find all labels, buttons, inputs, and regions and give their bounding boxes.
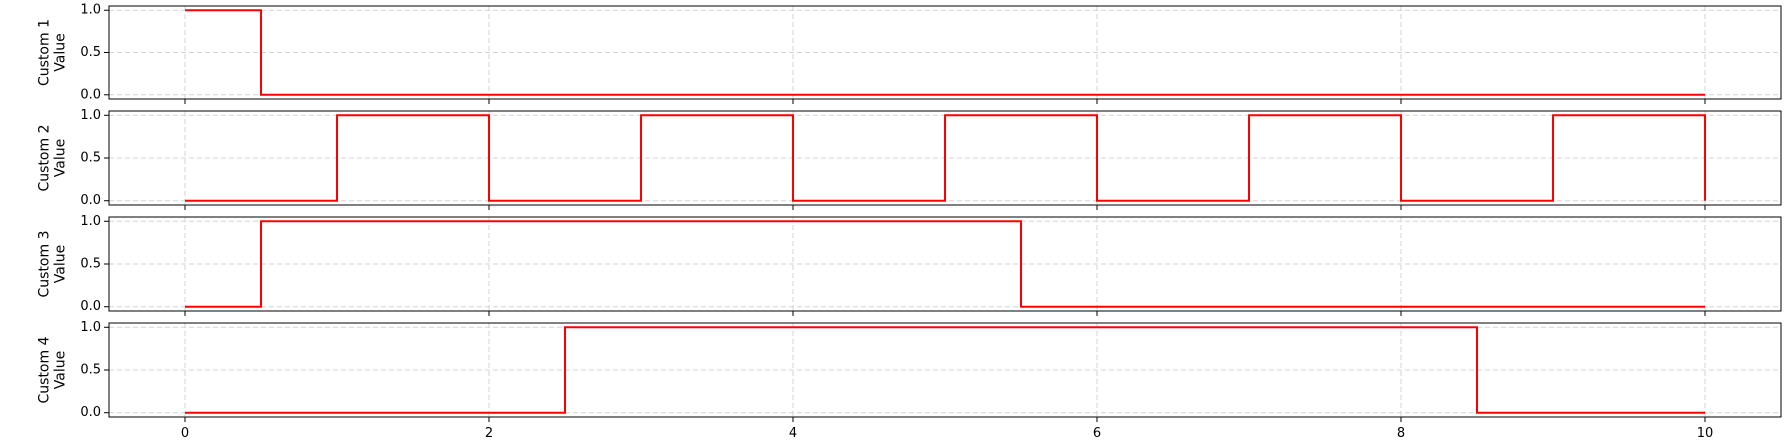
- y-axis-label-line: Value: [53, 351, 69, 389]
- y-axis-label: Custom 4Value: [37, 336, 69, 403]
- y-tick-label: 1.0: [80, 214, 101, 229]
- y-axis-label: Custom 2Value: [37, 125, 69, 192]
- chart-panel-2: 0.0 0.5 1.0 Custom 2Value: [37, 108, 1782, 210]
- y-tick-label: 0.0: [80, 299, 101, 314]
- signal-line: [185, 220, 1705, 308]
- x-tick-label: 0: [181, 426, 189, 441]
- chart-panel-1: 0.0 0.5 1.0 Custom 1Value: [37, 3, 1782, 104]
- y-tick-label: 1.0: [80, 3, 101, 18]
- chart-panel-4: 0.0 0.5 1.0 0 2 4 6 8 10 Custom 4Value: [37, 320, 1782, 441]
- x-tick-label: 4: [789, 426, 797, 441]
- y-axis-label-line: Custom 4: [37, 336, 53, 403]
- x-tick-label: 10: [1697, 426, 1714, 441]
- y-axis-label: Custom 3Value: [37, 231, 69, 298]
- y-tick-label: 0.5: [80, 151, 101, 166]
- y-axis-label-line: Value: [53, 245, 69, 283]
- y-tick-label: 0.5: [80, 45, 101, 60]
- y-axis-label-line: Value: [53, 139, 69, 177]
- y-axis-label-line: Custom 1: [37, 19, 53, 86]
- signal-line: [185, 114, 1706, 202]
- y-axis-label-line: Custom 3: [37, 231, 53, 298]
- x-tick-label: 2: [485, 426, 493, 441]
- y-tick-label: 0.0: [80, 405, 101, 420]
- y-tick-label: 1.0: [80, 320, 101, 335]
- x-tick-label: 6: [1093, 426, 1101, 441]
- x-tick-label: 8: [1397, 426, 1405, 441]
- signal-line: [185, 9, 1705, 96]
- y-axis-label-line: Value: [53, 33, 69, 71]
- y-tick-label: 0.0: [80, 193, 101, 208]
- y-tick-label: 1.0: [80, 108, 101, 123]
- y-tick-label: 0.5: [80, 257, 101, 272]
- signal-line: [185, 326, 1705, 414]
- y-axis-label: Custom 1Value: [37, 19, 69, 86]
- chart-panel-3: 0.0 0.5 1.0 Custom 3Value: [37, 214, 1782, 316]
- y-tick-label: 0.0: [80, 87, 101, 102]
- y-tick-label: 0.5: [80, 363, 101, 378]
- y-axis-label-line: Custom 2: [37, 125, 53, 192]
